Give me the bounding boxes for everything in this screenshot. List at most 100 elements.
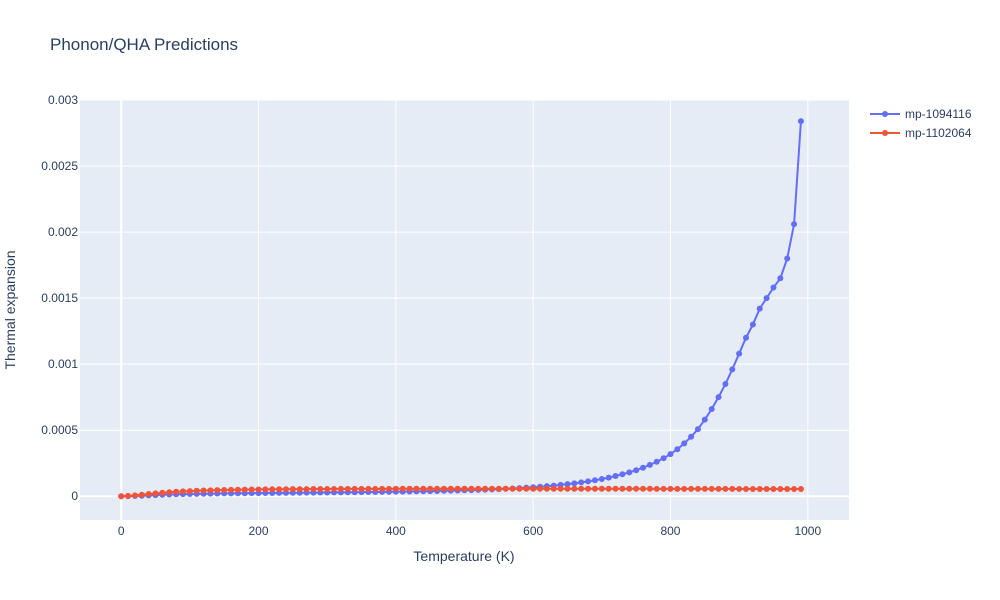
y-axis-title: Thermal expansion xyxy=(2,250,18,369)
data-point xyxy=(118,493,125,500)
data-point xyxy=(468,485,475,492)
data-point xyxy=(337,485,344,492)
y-axis-ticks: 0 0.0005 0.001 0.0015 0.002 0.0025 0.003 xyxy=(41,93,78,503)
data-point xyxy=(173,488,180,495)
data-point xyxy=(688,433,695,440)
data-point xyxy=(743,485,750,492)
data-point xyxy=(633,485,640,492)
data-point xyxy=(701,416,708,423)
legend-item[interactable]: mp-1094116 xyxy=(870,107,972,121)
data-point xyxy=(152,490,159,497)
legend-item[interactable]: mp-1102064 xyxy=(870,126,972,140)
data-point xyxy=(482,485,489,492)
data-point xyxy=(674,485,681,492)
data-point xyxy=(694,426,701,433)
data-point xyxy=(729,485,736,492)
data-point xyxy=(749,485,756,492)
legend-swatch-marker xyxy=(882,111,888,117)
data-point xyxy=(619,485,626,492)
grid-lines xyxy=(80,99,849,520)
data-point xyxy=(440,485,447,492)
data-point xyxy=(399,485,406,492)
data-point xyxy=(626,485,633,492)
data-point xyxy=(626,469,633,476)
data-point xyxy=(365,485,372,492)
data-point xyxy=(131,492,138,499)
data-point xyxy=(317,486,324,492)
data-point xyxy=(736,350,743,357)
data-point xyxy=(145,491,152,498)
data-point xyxy=(756,305,763,312)
data-point xyxy=(427,485,434,492)
data-point xyxy=(701,485,708,492)
data-point xyxy=(166,489,173,496)
data-point xyxy=(743,334,750,341)
data-point xyxy=(763,485,770,492)
legend-swatch-marker xyxy=(882,130,888,136)
legend[interactable]: mp-1094116 mp-1102064 xyxy=(870,107,972,140)
data-point xyxy=(667,451,674,458)
data-point xyxy=(729,366,736,373)
legend-label: mp-1102064 xyxy=(905,126,972,140)
data-point xyxy=(640,485,647,492)
data-point xyxy=(289,486,296,493)
data-point xyxy=(207,487,214,494)
data-point xyxy=(791,486,798,493)
data-point xyxy=(228,486,235,493)
data-point xyxy=(564,485,571,492)
chart-title: Phonon/QHA Predictions xyxy=(50,35,238,54)
data-point xyxy=(612,485,619,492)
data-point xyxy=(777,486,784,493)
data-point xyxy=(694,485,701,492)
data-point xyxy=(605,474,612,481)
data-point xyxy=(461,485,468,492)
data-point xyxy=(797,118,804,125)
data-point xyxy=(653,485,660,492)
data-point xyxy=(598,485,605,492)
data-point xyxy=(262,486,269,493)
data-point xyxy=(605,485,612,492)
data-point xyxy=(269,486,276,493)
x-tick-label: 800 xyxy=(660,524,680,538)
data-point xyxy=(523,485,530,492)
data-point xyxy=(784,486,791,493)
plot-area xyxy=(80,100,849,520)
data-point xyxy=(214,487,221,494)
data-point xyxy=(681,440,688,447)
data-point xyxy=(653,458,660,465)
data-point xyxy=(564,481,571,488)
data-point xyxy=(434,485,441,492)
data-point xyxy=(763,295,770,302)
x-axis-ticks: 0 200 400 600 800 1000 xyxy=(118,524,822,538)
data-point xyxy=(736,485,743,492)
data-point xyxy=(797,486,804,493)
data-point xyxy=(516,485,523,492)
data-point xyxy=(667,485,674,492)
data-point xyxy=(777,275,784,282)
data-point xyxy=(660,455,667,462)
data-point xyxy=(324,485,331,492)
data-point xyxy=(619,471,626,478)
y-tick-label: 0.0025 xyxy=(41,159,78,173)
data-point xyxy=(179,488,186,495)
data-point xyxy=(379,485,386,492)
data-point xyxy=(571,480,578,487)
data-point xyxy=(791,221,798,228)
data-point xyxy=(255,486,262,493)
data-point xyxy=(612,473,619,480)
data-point xyxy=(749,321,756,328)
data-point xyxy=(640,464,647,471)
data-point xyxy=(633,467,640,474)
data-point xyxy=(447,485,454,492)
data-point xyxy=(413,485,420,492)
data-point xyxy=(688,485,695,492)
data-point xyxy=(234,486,241,493)
data-point xyxy=(674,446,681,453)
data-point xyxy=(385,485,392,492)
data-point xyxy=(722,380,729,387)
x-tick-label: 600 xyxy=(523,524,543,538)
data-point xyxy=(282,486,289,493)
data-point xyxy=(770,284,777,291)
data-point xyxy=(351,485,358,492)
data-point xyxy=(495,485,502,492)
